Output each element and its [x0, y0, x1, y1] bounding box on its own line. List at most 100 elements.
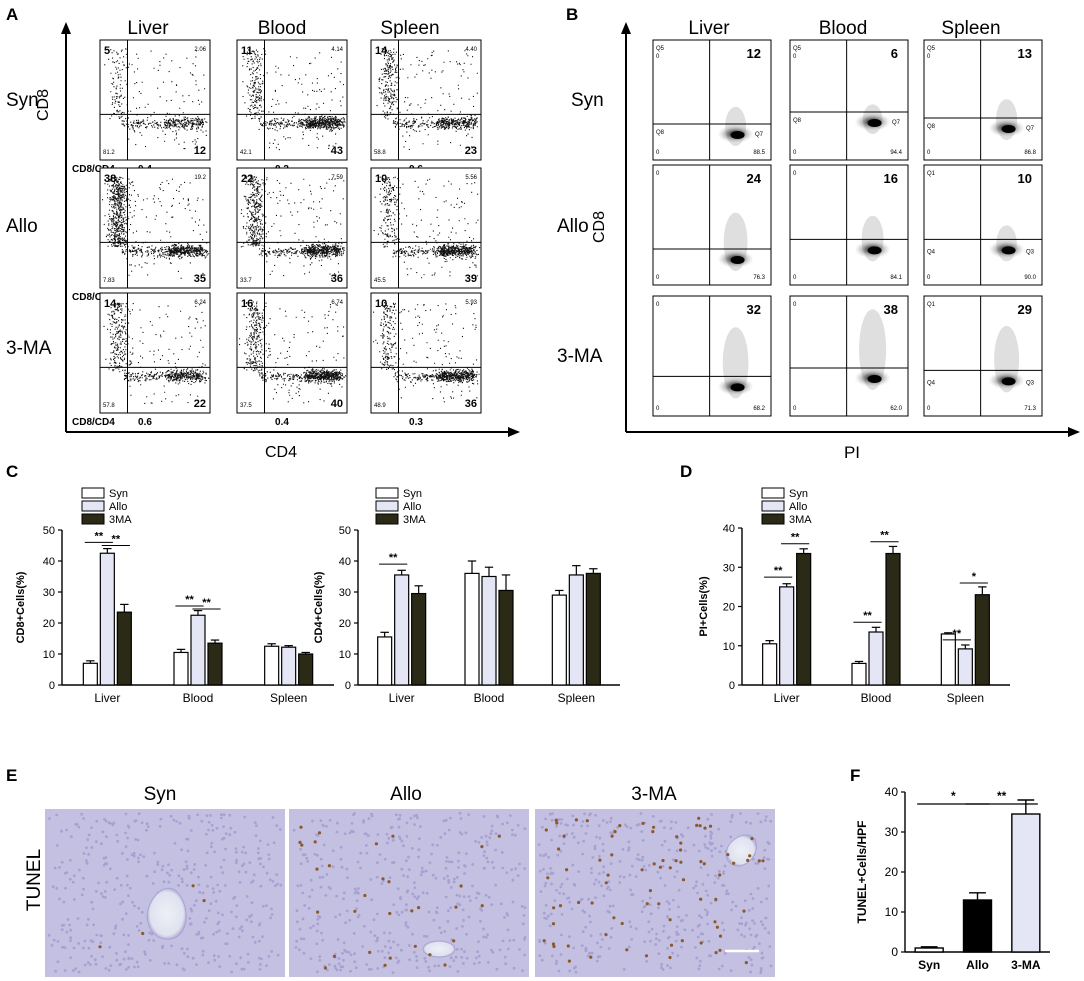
category-label: Spleen: [558, 691, 595, 705]
bar-3ma: [116, 611, 132, 686]
flow-plot-dots: [239, 301, 347, 404]
upper-right-percent: 6.74: [331, 300, 343, 306]
ratio-value: 0.4: [275, 417, 289, 428]
quadrant-zero: 0: [793, 302, 797, 308]
lower-left-zero: 0: [793, 275, 797, 281]
lower-right-percent: 76.3: [753, 275, 765, 281]
lower-right-value: 36: [331, 273, 343, 285]
panel-b-col-blood: Blood: [819, 18, 868, 39]
flow-plot-a: 10 36 5.93 48.9: [370, 292, 482, 414]
significance-marker: **: [185, 594, 194, 606]
quadrant-label-q1: Q1: [927, 302, 936, 308]
upper-right-percent: 19.2: [194, 175, 206, 181]
upper-right-percent: 2.06: [194, 47, 206, 53]
quadrant-label-q7: Q7: [755, 132, 764, 138]
significance-marker: **: [112, 534, 121, 546]
bar-syn: [82, 662, 98, 686]
panel-a-col-liver: Liver: [127, 18, 169, 39]
y-tick-label: 30: [339, 587, 351, 599]
flow-plot-frame: [789, 39, 909, 161]
ratio-label: CD8/CD4: [72, 417, 115, 428]
bar-syn: [173, 651, 189, 686]
panel-a-x-axis-label: CD4: [265, 444, 297, 461]
lower-right-value: 39: [465, 273, 477, 285]
lower-right-percent: 84.1: [890, 275, 902, 281]
upper-right-percent: 4.40: [465, 47, 477, 53]
bar-allo: [190, 614, 206, 686]
flow-plot-frame: [99, 39, 211, 161]
cd8-positive-value: 32: [747, 302, 761, 317]
quadrant-label-q7: Q7: [1026, 126, 1035, 132]
y-axis-label: CD8+Cells(%): [15, 571, 27, 643]
lower-right-percent: 71.3: [1024, 406, 1036, 412]
density-peak: [730, 256, 745, 264]
ratio-label: CD8/CD4: [72, 164, 115, 175]
flow-plot-dots: [103, 301, 210, 404]
lower-left-zero: 0: [656, 275, 660, 281]
upper-left-value: 38: [104, 173, 116, 185]
lower-right-value: 36: [465, 398, 477, 410]
lower-left-percent: 58.8: [374, 150, 386, 156]
category-label: Blood: [861, 691, 892, 705]
lower-left-zero: 0: [656, 150, 660, 156]
flow-plot-frame: [370, 292, 482, 414]
category-label: Blood: [474, 691, 505, 705]
upper-left-value: 14: [375, 45, 388, 57]
quadrant-label-q5: Q5: [656, 46, 665, 52]
y-tick-label: 20: [339, 618, 351, 630]
flow-plot-a: 22 36 7.59 33.7: [236, 167, 348, 289]
quadrant-label-q4: Q4: [927, 380, 936, 386]
bar-3ma: [298, 653, 314, 686]
density-peak: [867, 119, 882, 127]
cd8-positive-value: 16: [884, 171, 898, 186]
flow-plot-dots: [240, 176, 345, 279]
legend-label: 3MA: [403, 514, 426, 526]
legend-label: Syn: [403, 488, 422, 500]
y-tick-label: 40: [723, 523, 735, 535]
flow-plot-b: 24 76.3 0 0: [652, 164, 772, 286]
legend-label: Syn: [109, 488, 128, 500]
flow-plot-a: 11 43 4.14 42.1: [236, 39, 348, 161]
y-tick-label: 30: [723, 562, 735, 574]
lower-right-value: 23: [465, 145, 477, 157]
quadrant-label-q5: Q5: [793, 46, 802, 52]
ratio-value: 0.3: [409, 417, 423, 428]
panel-a-flow-grid: CD8 CD4 Liver Blood Spleen Syn Allo 3-MA…: [6, 18, 520, 461]
lower-left-percent: 57.8: [103, 403, 115, 409]
panel-b-flow-grid: CD8 PI Liver Blood Spleen Syn Allo 3-MA …: [557, 18, 1080, 462]
lower-right-percent: 94.4: [890, 150, 902, 156]
bar-3ma: [498, 589, 514, 686]
legend-swatch: [81, 513, 105, 525]
cd8-positive-value: 12: [747, 46, 761, 61]
flow-plot-frame: [923, 295, 1043, 417]
lower-left-percent: 81.2: [103, 150, 115, 156]
quadrant-zero: 0: [927, 54, 931, 60]
central-vein: [146, 887, 187, 940]
y-tick-label: 40: [885, 785, 899, 799]
flow-plot-b: 16 84.1 0 0: [789, 164, 909, 286]
bar-syn: [551, 594, 567, 686]
bar-syn: [264, 645, 280, 686]
y-tick-label: 40: [43, 556, 55, 568]
bar-syn: [940, 633, 956, 686]
upper-left-value: 16: [241, 298, 253, 310]
upper-left-value: 5: [104, 45, 110, 57]
flow-plot-a: 16 40 6.74 37.5: [236, 292, 348, 414]
category-label: Liver: [389, 691, 415, 705]
category-label: Liver: [774, 691, 800, 705]
bar-allo: [962, 899, 993, 953]
flow-plot-dots: [104, 48, 208, 150]
bar-allo: [779, 586, 795, 686]
legend-swatch: [761, 513, 785, 525]
legend-swatch: [761, 487, 785, 499]
y-tick-label: 10: [723, 641, 735, 653]
flow-plot-frame: [923, 39, 1043, 161]
flow-plot-a: 38 35 19.2 7.83: [99, 167, 211, 289]
significance-marker: **: [95, 530, 104, 542]
flow-plot-b: 6 94.4 0 Q5 0 Q8 Q7: [789, 39, 909, 161]
flow-plot-dots: [373, 176, 481, 279]
quadrant-label-q1: Q1: [927, 171, 936, 177]
significance-marker: **: [389, 552, 398, 564]
significance-marker: **: [202, 597, 211, 609]
cd8-positive-value: 24: [747, 171, 762, 186]
